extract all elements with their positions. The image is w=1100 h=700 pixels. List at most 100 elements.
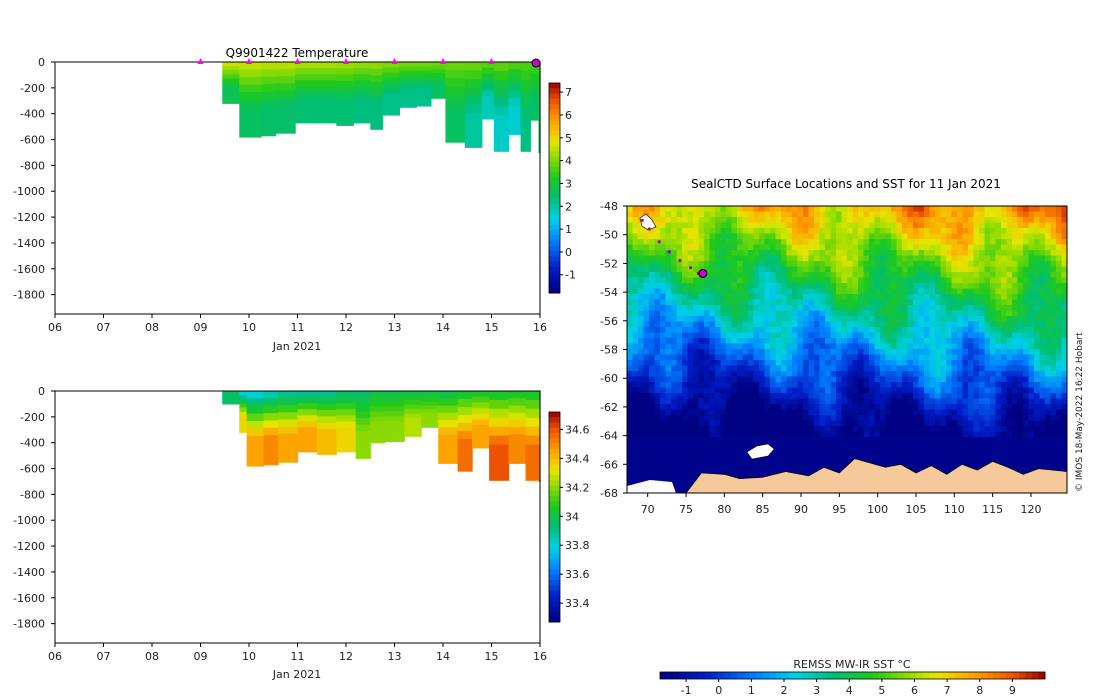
sst-cell [803,415,809,421]
sst-cell [720,415,727,421]
sst-cell [940,464,947,471]
sst-cell [957,272,963,278]
sst-cell [885,376,892,383]
sst-cell [643,459,650,465]
section-cell [438,419,459,428]
sst-cell [979,294,985,300]
sst-cell [775,244,782,251]
sst-cell [880,431,886,438]
sst-cell [803,404,809,410]
sst-cell [715,448,721,454]
sst-cell [935,294,941,300]
sst-cell [1006,244,1013,251]
section-cell [239,428,248,433]
sst-cell [720,294,727,300]
section-cell [489,417,510,428]
section-cell [489,444,510,454]
sst-cell [814,217,820,223]
sst-cell [968,409,974,416]
sst-cell [979,404,985,410]
sst-cell [918,398,925,405]
sst-cell [786,321,793,328]
sst-cell [643,343,650,350]
sst-cell [979,261,985,267]
sst-cell [940,437,947,443]
sst-cell [649,376,655,383]
sst-cell [1017,222,1024,229]
section-cell [508,69,522,77]
sst-cell [803,470,809,476]
sst-cell [737,387,743,394]
sst-cell [731,409,738,416]
sst-cell [830,398,837,405]
sst-cell [632,294,639,300]
sst-cell [841,343,848,350]
sst-cell [830,393,837,399]
sst-cell [1061,250,1067,256]
track-point [647,227,651,231]
sst-cell [627,244,633,251]
sst-cell [957,332,963,339]
sst-cell [1039,277,1046,284]
section-cell [493,142,509,152]
sst-cell [984,283,991,289]
sst-cell [638,261,644,267]
map-x-axis: 70 75 80 85 90 95 100 105 110 115 120 [641,493,1041,516]
sst-cell [764,255,771,262]
sst-cell [1045,228,1051,234]
sst-cell [896,404,903,410]
sst-cell [885,244,892,251]
sst-cell [715,442,721,449]
sst-cell [935,420,941,427]
sst-cell [869,321,875,328]
sst-cell [775,338,782,344]
sst-cell [907,420,914,427]
sst-cell [836,453,842,460]
sst-cell [951,299,958,306]
sst-cell [698,283,705,289]
sst-cell [726,332,732,339]
sst-cell [858,233,864,240]
sst-cell [907,409,914,416]
sst-cell [1039,349,1046,355]
sst-cell [627,404,633,410]
sst-cell [1056,431,1062,438]
sst-cell [627,415,633,421]
sst-cell [649,360,655,366]
sst-cell [968,250,974,256]
sst-cell [1039,305,1046,311]
section-cell [421,423,439,428]
sst-cell [1023,277,1029,284]
sst-cell [709,343,716,350]
sst-cell [1023,343,1029,350]
sst-cell [951,382,958,388]
sst-cell [643,420,650,427]
sst-cell [984,404,991,410]
sst-cell [726,316,732,322]
sst-cell [748,233,754,240]
sst-cell [759,426,765,432]
sst-cell [1039,321,1046,328]
sst-cell [671,453,677,460]
sst-cell [841,376,848,383]
temperature-section-cells [222,62,541,153]
sst-cell [940,266,947,273]
sst-cell [797,288,804,295]
section-cell [399,98,417,104]
sst-cell [682,365,688,372]
sst-cell [781,228,787,234]
section-cell [464,104,483,114]
sst-cell [764,420,771,427]
sst-cell [638,464,644,471]
section-cell [370,416,386,423]
sst-cell [803,261,809,267]
sst-cell [638,360,644,366]
sst-cell [962,365,969,372]
colorbar-tick-label: 34.6 [565,423,590,436]
sst-cell [962,338,969,344]
sst-cell [671,206,677,212]
sst-cell [1045,387,1051,394]
sst-cell [753,376,760,383]
sst-cell [984,277,991,284]
sst-cell [1001,343,1007,350]
